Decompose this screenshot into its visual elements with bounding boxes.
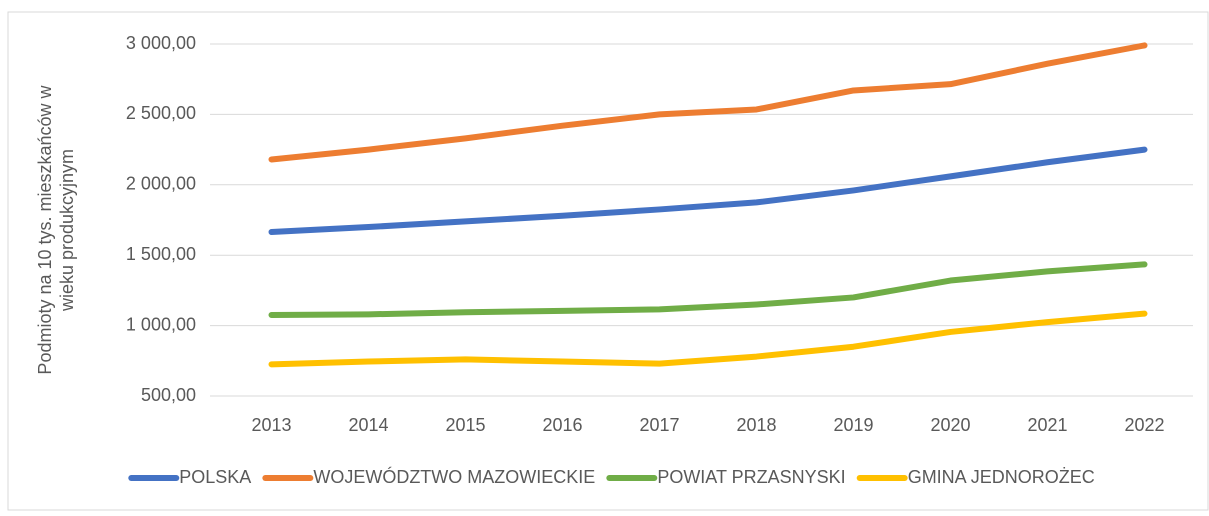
legend-label: WOJEWÓDZTWO MAZOWIECKIE (313, 466, 595, 487)
x-tick-label: 2018 (736, 415, 776, 435)
y-tick-label: 2 500,00 (126, 103, 196, 123)
series-line (268, 42, 1148, 163)
y-tick-label: 2 000,00 (126, 174, 196, 194)
y-tick-label: 500,00 (141, 385, 196, 405)
x-tick-label: 2021 (1027, 415, 1067, 435)
y-tick-label: 1 000,00 (126, 314, 196, 334)
x-tick-label: 2016 (542, 415, 582, 435)
x-tick-label: 2013 (251, 415, 291, 435)
x-tick-label: 2017 (639, 415, 679, 435)
x-tick-label: 2020 (930, 415, 970, 435)
legend-label: POWIAT PRZASNYSKI (657, 467, 845, 487)
y-tick-label: 3 000,00 (126, 33, 196, 53)
series-line (268, 261, 1148, 319)
legend-label: POLSKA (179, 467, 251, 487)
series-line (268, 146, 1148, 235)
y-axis-label: wieku produkcyjnym (57, 149, 77, 312)
x-tick-label: 2015 (445, 415, 485, 435)
x-tick-label: 2014 (348, 415, 388, 435)
legend-label: GMINA JEDNOROŻEC (908, 467, 1095, 487)
y-tick-label: 1 500,00 (126, 244, 196, 264)
chart-border (7, 11, 1209, 511)
x-tick-label: 2022 (1124, 415, 1164, 435)
y-axis-label: Podmioty na 10 tys. mieszkańców w (35, 84, 55, 374)
series-line (268, 310, 1148, 368)
x-tick-label: 2019 (833, 415, 873, 435)
